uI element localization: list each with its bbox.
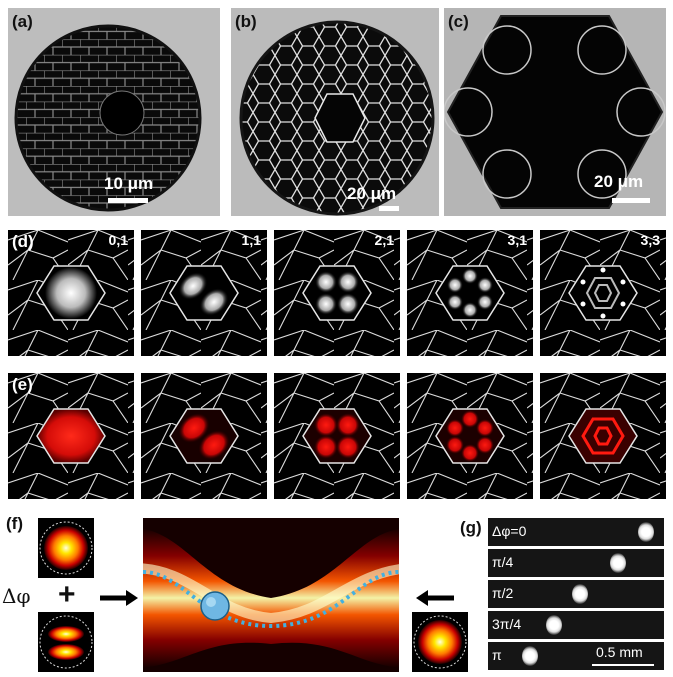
panel-a-label: (a) (12, 12, 33, 31)
f-mode-lp01 (38, 518, 94, 578)
scale-text-c: 20 μm (594, 172, 644, 191)
bead-spot (522, 646, 538, 666)
scale-bar-g (592, 664, 654, 666)
mode-e-1-1 (141, 373, 267, 499)
fiber-cross-section-c (444, 15, 666, 209)
mode-e-3-3 (540, 373, 666, 499)
mode-label: 3,1 (507, 232, 527, 248)
panel-b-sem: (b) 20 μm (231, 8, 439, 216)
g-row-label: π/2 (492, 585, 514, 601)
mode-e-0-1: (e) (8, 373, 134, 499)
arrow-left-icon (416, 590, 454, 606)
mode-label: 0,1 (108, 232, 128, 248)
phase-symbol: Δφ (2, 584, 31, 608)
panel-g-label: (g) (460, 518, 482, 537)
bead-spot (610, 553, 626, 573)
mode-d-3-3: 3,3 (540, 230, 666, 356)
scale-bar-a (108, 198, 148, 203)
bead-spot (572, 584, 588, 604)
mode-e-2-1 (274, 373, 400, 499)
plus-symbol: + (58, 578, 76, 611)
f-mode-lp01-right (412, 612, 468, 672)
f-mode-lp11 (38, 612, 94, 672)
g-strip-4: π 0.5 mm (488, 642, 664, 670)
mode-label: 1,1 (241, 232, 261, 248)
g-row-label: π/4 (492, 554, 514, 570)
panel-c-sem: (c) 20 μm (444, 8, 666, 216)
mode-d-0-1: (d) 0,1 (8, 230, 134, 356)
scale-bar-b (379, 206, 399, 211)
mode-d-2-1: 2,1 (274, 230, 400, 356)
panel-c-label: (c) (448, 12, 469, 31)
g-row-label: π (492, 647, 502, 663)
mode-d-1-1: 1,1 (141, 230, 267, 356)
g-strip-2: π/2 (488, 580, 664, 608)
panel-f-label: (f) (6, 514, 23, 533)
bead-spot (638, 522, 654, 542)
g-strip-3: 3π/4 (488, 611, 664, 639)
fiber-cross-section-b (239, 20, 435, 216)
f-heatmap (143, 518, 399, 672)
panel-d-label: (d) (12, 232, 34, 251)
scale-text-a: 10 μm (104, 174, 154, 193)
g-row-label: 3π/4 (492, 616, 522, 632)
g-row-label: Δφ=0 (492, 523, 527, 539)
g-strip-1: π/4 (488, 549, 664, 577)
panel-e-label: (e) (12, 375, 33, 394)
arrow-right-icon (100, 590, 138, 606)
mode-label: 3,3 (640, 232, 660, 248)
fiber-cross-section-a (14, 24, 202, 212)
mode-d-3-1: 3,1 (407, 230, 533, 356)
mode-e-3-1 (407, 373, 533, 499)
scale-text-b: 20 μm (347, 184, 397, 203)
panel-a-sem: (a) 10 μm (8, 8, 220, 216)
panel-b-label: (b) (235, 12, 257, 31)
g-strip-0: Δφ=0 (488, 518, 664, 546)
scale-bar-c (612, 198, 650, 203)
scale-text-g: 0.5 mm (596, 644, 643, 660)
bead-spot (546, 615, 562, 635)
mode-label: 2,1 (374, 232, 394, 248)
